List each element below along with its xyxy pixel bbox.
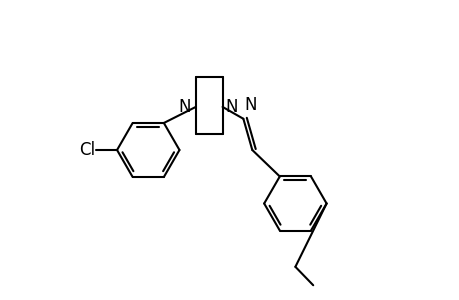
- Text: N: N: [244, 96, 257, 114]
- Text: Cl: Cl: [78, 141, 95, 159]
- Text: N: N: [179, 98, 191, 116]
- Text: N: N: [225, 98, 237, 116]
